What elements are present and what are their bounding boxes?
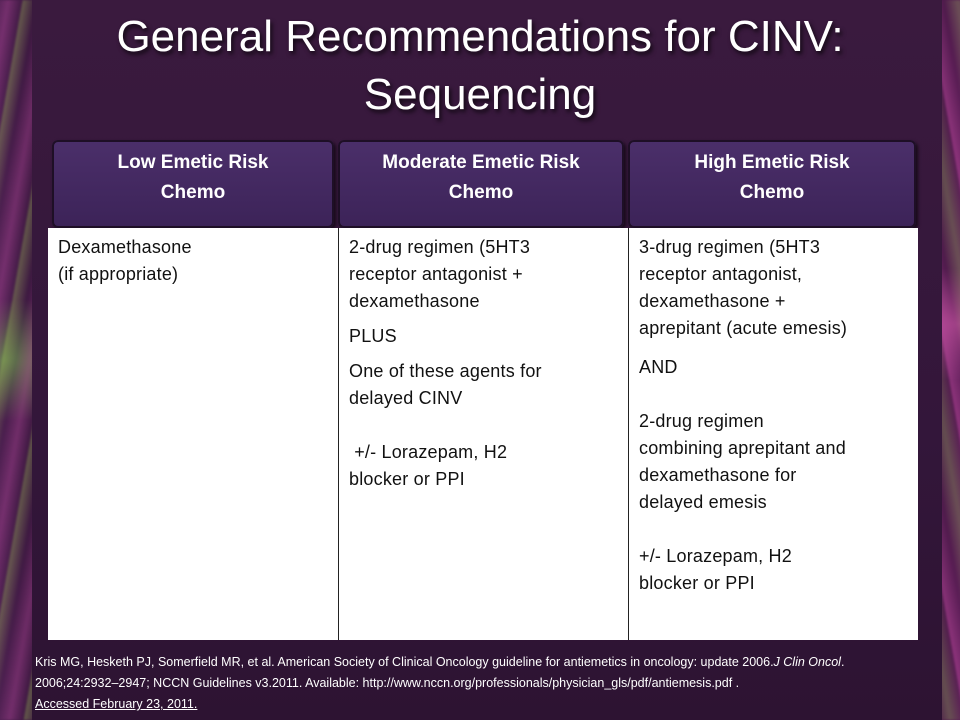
cell-high-risk: 3-drug regimen (5HT3 receptor antagonist… [628, 228, 918, 640]
cell-moderate-risk: 2-drug regimen (5HT3 receptor antagonist… [338, 228, 628, 640]
high-line-5: AND [639, 357, 678, 377]
high-line-10: +/- Lorazepam, H2 [639, 546, 792, 566]
slide-title: General Recommendations for CINV: Sequen… [40, 8, 920, 124]
moderate-gap-3 [349, 412, 620, 439]
header-high-line-2: Chemo [739, 182, 805, 203]
title-line-1: General Recommendations for CINV: [116, 12, 844, 61]
header-moderate-risk: Moderate Emetic Risk Chemo [338, 140, 624, 228]
moderate-gap-1 [349, 315, 620, 323]
header-moderate-line-1: Moderate Emetic Risk [382, 152, 580, 173]
high-line-3: dexamethasone + [639, 291, 786, 311]
high-line-7: combining aprepitant and [639, 438, 846, 458]
recommendations-table: Low Emetic Risk Chemo Moderate Emetic Ri… [48, 140, 918, 640]
moderate-line-7: +/- Lorazepam, H2 [349, 442, 508, 462]
reference-text-1: Kris MG, Hesketh PJ, Somerfield MR, et a… [35, 655, 774, 669]
moderate-line-1: 2-drug regimen (5HT3 [349, 237, 531, 257]
high-gap-1 [639, 342, 910, 354]
header-high-line-1: High Emetic Risk [694, 152, 850, 173]
moderate-line-3: dexamethasone [349, 291, 480, 311]
moderate-line-2: receptor antagonist + [349, 264, 523, 284]
header-high-risk: High Emetic Risk Chemo [628, 140, 916, 228]
high-line-1: 3-drug regimen (5HT3 [639, 237, 821, 257]
moderate-line-4: PLUS [349, 326, 397, 346]
low-line-2: (if appropriate) [58, 264, 179, 284]
reference-text-2: . 2006;24:2932–2947; NCCN Guidelines v3.… [35, 655, 845, 690]
title-line-2: Sequencing [363, 70, 597, 119]
header-low-line-1: Low Emetic Risk [117, 152, 269, 173]
high-line-6: 2-drug regimen [639, 411, 764, 431]
reference-citation: Kris MG, Hesketh PJ, Somerfield MR, et a… [35, 652, 915, 715]
high-line-2: receptor antagonist, [639, 264, 803, 284]
high-line-9: delayed emesis [639, 492, 767, 512]
moderate-gap-2 [349, 350, 620, 358]
high-gap-3 [639, 516, 910, 543]
high-gap-2 [639, 381, 910, 408]
high-line-11: blocker or PPI [639, 573, 755, 593]
low-line-1: Dexamethasone [58, 237, 192, 257]
high-line-8: dexamethasone for [639, 465, 797, 485]
cell-low-risk: Dexamethasone (if appropriate) [48, 228, 338, 640]
header-moderate-line-2: Chemo [448, 182, 514, 203]
table-header-row: Low Emetic Risk Chemo Moderate Emetic Ri… [48, 140, 918, 228]
reference-accessed: Accessed February 23, 2011. [35, 697, 198, 711]
moderate-line-5: One of these agents for [349, 361, 542, 381]
high-line-4: aprepitant (acute emesis) [639, 318, 848, 338]
moderate-line-8: blocker or PPI [349, 469, 465, 489]
header-low-line-2: Chemo [160, 182, 226, 203]
header-low-risk: Low Emetic Risk Chemo [52, 140, 334, 228]
reference-journal-a: J Clin [773, 655, 805, 669]
table-body-row: Dexamethasone (if appropriate) 2-drug re… [48, 228, 918, 640]
moderate-line-6: delayed CINV [349, 388, 463, 408]
reference-journal-b: Oncol [808, 655, 841, 669]
